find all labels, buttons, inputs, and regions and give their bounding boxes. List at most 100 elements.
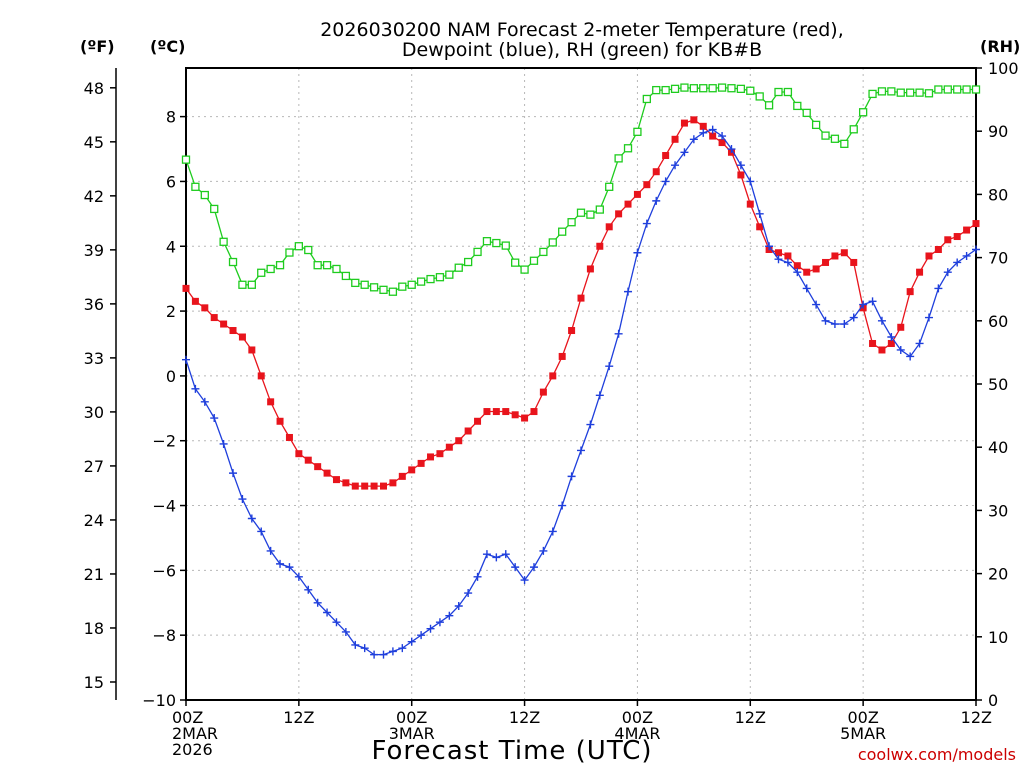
credit-link[interactable]: coolwx.com/models bbox=[858, 745, 1016, 764]
dewpoint-point bbox=[783, 258, 792, 267]
rh-point bbox=[736, 84, 746, 94]
rh-point bbox=[426, 274, 435, 284]
rh-point bbox=[868, 89, 877, 99]
2-meter-temperature-point bbox=[539, 388, 547, 396]
2-meter-temperature-point bbox=[201, 304, 209, 312]
rh-tick-label: 80 bbox=[988, 185, 1008, 204]
rh-point bbox=[501, 241, 510, 250]
rh-point bbox=[416, 277, 426, 286]
rh-point bbox=[548, 238, 557, 247]
rh-point bbox=[313, 261, 322, 270]
dewpoint-point bbox=[605, 362, 614, 371]
rh-point bbox=[943, 85, 952, 94]
celsius-tick-label: −4 bbox=[152, 497, 176, 516]
rh-point bbox=[360, 280, 369, 289]
2-meter-temperature-point bbox=[389, 479, 397, 487]
2-meter-temperature-point bbox=[605, 223, 613, 231]
2-meter-temperature-point bbox=[361, 482, 369, 490]
rh-point bbox=[924, 89, 934, 98]
rh-point bbox=[191, 182, 200, 191]
dewpoint-point bbox=[934, 284, 943, 293]
rh-point bbox=[849, 125, 858, 134]
dewpoint-point bbox=[906, 352, 915, 361]
rh-point bbox=[783, 87, 793, 97]
2-meter-temperature-point bbox=[624, 200, 632, 208]
rh-point bbox=[680, 83, 689, 92]
dewpoint-point bbox=[577, 446, 585, 455]
x-tick-label: 12Z bbox=[735, 708, 766, 727]
2-meter-temperature-point bbox=[916, 268, 924, 276]
2-meter-temperature-point bbox=[812, 265, 820, 273]
rh-point bbox=[614, 154, 623, 163]
rh-point bbox=[906, 88, 915, 97]
rh-point bbox=[934, 85, 943, 94]
dewpoint-point bbox=[417, 631, 426, 640]
x-tick-label: 00Z bbox=[622, 708, 653, 727]
dewpoint-point bbox=[548, 527, 557, 536]
2-meter-temperature-point bbox=[427, 453, 435, 461]
dewpoint-point bbox=[332, 618, 341, 627]
2-meter-temperature-point bbox=[502, 408, 510, 416]
2-meter-temperature-point bbox=[248, 346, 256, 354]
rh-point bbox=[341, 271, 351, 281]
rh-point bbox=[746, 86, 755, 95]
rh-tick-label: 20 bbox=[988, 565, 1008, 584]
rh-unit-label: (RH) bbox=[980, 37, 1020, 56]
2-meter-temperature-point bbox=[521, 414, 529, 422]
2-meter-temperature-point bbox=[709, 132, 717, 140]
2-meter-temperature-point bbox=[690, 116, 698, 124]
dewpoint-point bbox=[539, 546, 548, 555]
dewpoint-point bbox=[962, 251, 971, 260]
2-meter-temperature-point bbox=[568, 327, 576, 335]
dewpoint-point bbox=[558, 501, 567, 510]
2-meter-temperature-point bbox=[314, 463, 322, 471]
dewpoint-point bbox=[793, 268, 802, 277]
rh-point bbox=[576, 208, 586, 217]
rh-tick-label: 60 bbox=[988, 312, 1008, 331]
2-meter-temperature-point bbox=[417, 459, 425, 467]
rh-point bbox=[219, 237, 228, 246]
rh-point bbox=[407, 280, 416, 289]
dewpoint-point bbox=[398, 644, 407, 653]
2-meter-temperature-point bbox=[643, 181, 651, 189]
dewpoint-point bbox=[407, 637, 416, 646]
rh-point bbox=[351, 278, 360, 288]
rh-point bbox=[181, 155, 191, 164]
2-meter-temperature-point bbox=[323, 469, 331, 477]
2-meter-temperature-point bbox=[464, 427, 472, 435]
2-meter-temperature-point bbox=[737, 171, 745, 179]
fahrenheit-tick-label: 21 bbox=[84, 565, 104, 584]
rh-point bbox=[520, 265, 529, 274]
2-meter-temperature-point bbox=[304, 456, 312, 464]
dewpoint-point bbox=[849, 313, 858, 322]
dewpoint-point bbox=[868, 297, 877, 306]
dewpoint-point bbox=[529, 563, 538, 572]
rh-point bbox=[670, 84, 680, 94]
rh-tick-label: 30 bbox=[988, 501, 1008, 520]
rh-point bbox=[200, 190, 209, 200]
dewpoint-point bbox=[210, 414, 219, 423]
dewpoint-point bbox=[388, 647, 397, 656]
rh-tick-label: 10 bbox=[988, 628, 1008, 647]
rh-point bbox=[529, 256, 539, 265]
fahrenheit-tick-label: 15 bbox=[84, 673, 104, 692]
dewpoint-point bbox=[304, 585, 313, 594]
2-meter-temperature-point bbox=[934, 245, 942, 253]
2-meter-temperature-point bbox=[285, 433, 293, 441]
dewpoint-point bbox=[765, 242, 774, 251]
2-meter-temperature-point bbox=[944, 236, 952, 244]
celsius-tick-label: 4 bbox=[166, 237, 176, 256]
rh-point bbox=[717, 83, 727, 92]
rh-point bbox=[482, 237, 492, 246]
rh-point bbox=[821, 131, 830, 140]
2-meter-temperature-point bbox=[718, 139, 726, 147]
dewpoint-point bbox=[812, 300, 821, 309]
dewpoint-point bbox=[182, 355, 190, 364]
2-meter-temperature-point bbox=[586, 265, 594, 273]
rh-point bbox=[266, 264, 275, 274]
2-meter-temperature-point bbox=[803, 268, 811, 276]
rh-point bbox=[285, 248, 294, 257]
2-meter-temperature-point bbox=[887, 339, 895, 347]
2-meter-temperature-point bbox=[530, 408, 538, 416]
dewpoint-point bbox=[276, 559, 285, 568]
